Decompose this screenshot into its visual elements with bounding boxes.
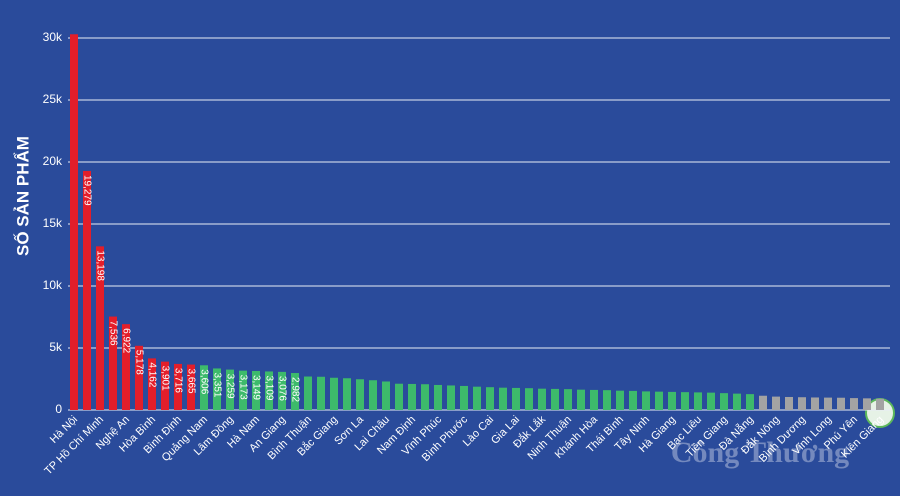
bar [421, 384, 429, 410]
y-tick-label: 5k [49, 340, 63, 354]
bar [577, 389, 585, 410]
bar [863, 398, 871, 410]
bar [447, 385, 455, 410]
bar [707, 392, 715, 410]
watermark: Công Thương [671, 436, 849, 469]
bar [655, 391, 663, 410]
value-label: 3,351 [211, 372, 222, 397]
bar [70, 34, 78, 410]
bar [434, 384, 442, 410]
bar [161, 361, 169, 410]
value-label: 4,162 [146, 362, 157, 387]
value-label: 3,076 [276, 376, 287, 401]
bar [603, 390, 611, 410]
bar [512, 387, 520, 410]
bar [681, 392, 689, 410]
bar [642, 391, 650, 410]
bar [356, 379, 364, 410]
bar [304, 376, 312, 410]
bar [564, 389, 572, 410]
bar [135, 345, 143, 410]
bar [395, 383, 403, 410]
bar [83, 170, 91, 410]
value-label: 3,901 [159, 366, 170, 391]
bar [148, 358, 156, 410]
value-label: 6,922 [120, 328, 131, 353]
bar [187, 364, 195, 410]
value-label: 3,109 [263, 375, 274, 400]
bar [850, 398, 858, 410]
bar [408, 383, 416, 410]
bar [525, 388, 533, 410]
bar [499, 387, 507, 410]
bar [200, 365, 208, 410]
bar [798, 397, 806, 410]
bar [811, 397, 819, 410]
bar [278, 371, 286, 410]
value-label: 3,665 [185, 369, 196, 394]
bar [343, 378, 351, 410]
bar [486, 387, 494, 410]
bar [109, 316, 117, 410]
bar [746, 394, 754, 410]
value-label: 13,198 [94, 250, 105, 281]
value-label: 5,178 [133, 350, 144, 375]
y-tick-label: 0 [55, 402, 62, 416]
bar [122, 324, 130, 410]
bar [291, 373, 299, 410]
bar [369, 380, 377, 410]
bar [317, 376, 325, 410]
bar [837, 397, 845, 410]
bar [330, 377, 338, 410]
y-tick-label: 15k [43, 216, 63, 230]
bar [759, 395, 767, 410]
bar [239, 370, 247, 410]
bar [174, 363, 182, 410]
bar [551, 388, 559, 410]
bar [382, 381, 390, 410]
bar [213, 368, 221, 410]
bar [785, 396, 793, 410]
bar [473, 386, 481, 410]
bar [629, 390, 637, 410]
y-axis-label: SỐ SẢN PHẨM [12, 136, 32, 256]
bar [876, 398, 884, 410]
bar [772, 396, 780, 410]
bar [252, 370, 260, 410]
value-label: 3,173 [237, 375, 248, 400]
bar [720, 393, 728, 410]
bar [824, 397, 832, 410]
value-label: 7,536 [107, 321, 118, 346]
bar [96, 246, 104, 410]
bar [460, 385, 468, 410]
y-tick-label: 25k [43, 92, 63, 106]
bar [733, 393, 741, 410]
bar [538, 388, 546, 410]
value-label: 19,279 [81, 175, 92, 206]
bar [590, 389, 598, 410]
value-label: 3,606 [198, 369, 209, 394]
value-label: 3,259 [224, 374, 235, 399]
value-label: 3,716 [172, 368, 183, 393]
bar [694, 392, 702, 410]
bar [265, 371, 273, 410]
y-tick-label: 10k [43, 278, 63, 292]
value-label: 3,149 [250, 375, 261, 400]
value-label: 2,982 [289, 377, 300, 402]
bar [616, 390, 624, 410]
y-tick-label: 20k [43, 154, 63, 168]
bar [668, 391, 676, 410]
bar [226, 369, 234, 410]
y-tick-label: 30k [43, 30, 63, 44]
